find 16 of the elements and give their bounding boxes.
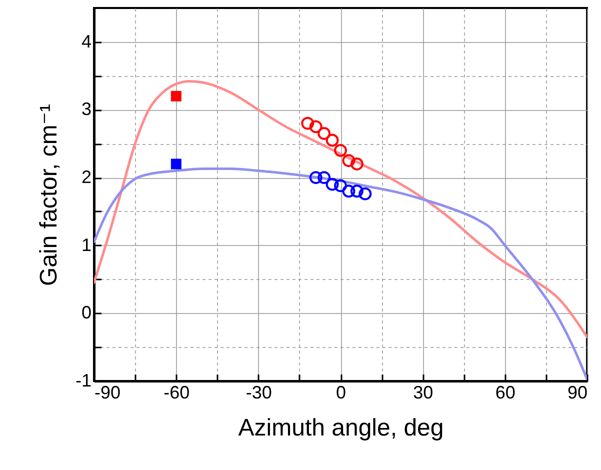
y-tick-label: 2 <box>81 167 92 188</box>
x-tick-label: 30 <box>413 382 434 402</box>
y-tick-label: 0 <box>81 302 92 323</box>
x-tick-label: 0 <box>336 382 346 402</box>
x-axis-title: Azimuth angle, deg <box>238 414 444 442</box>
x-tick-label: 90 <box>567 382 588 402</box>
y-tick-label: 3 <box>81 99 92 120</box>
x-tick-label: -90 <box>94 382 121 402</box>
x-tick-label: 60 <box>495 382 516 402</box>
line-series <box>94 80 587 338</box>
y-tick-label: 4 <box>81 31 92 52</box>
y-tick-label: 1 <box>81 234 92 255</box>
y-tick-label: -1 <box>75 370 92 390</box>
y-axis-title: Gain factor, cm⁻¹ <box>35 104 62 286</box>
x-tick-label: -30 <box>246 382 272 402</box>
x-tick-label: -60 <box>164 382 190 402</box>
